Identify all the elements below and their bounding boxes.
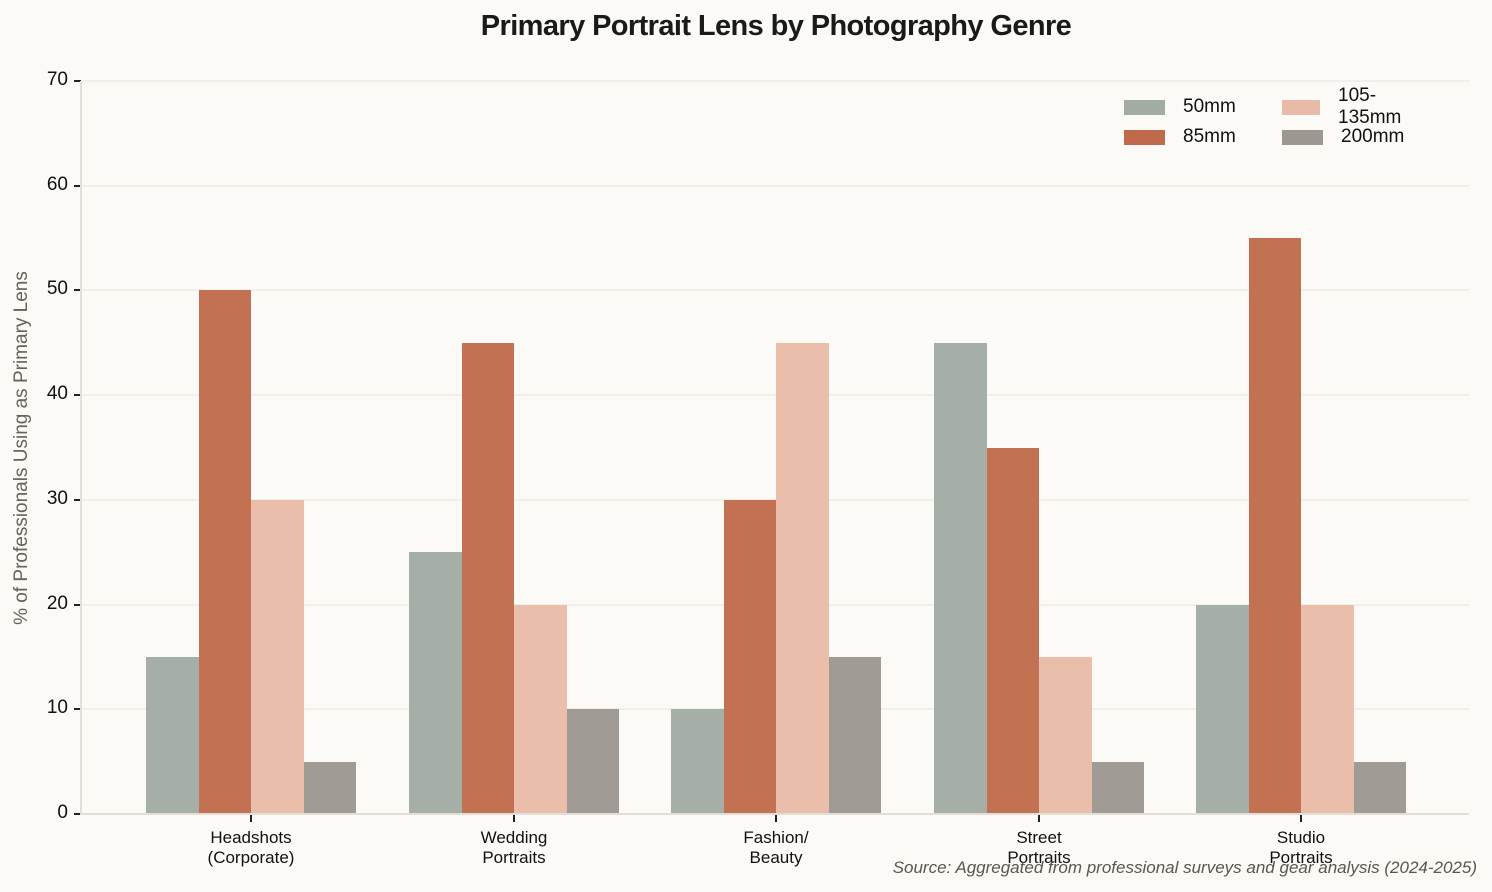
x-tick-label-line1: Headshots (210, 828, 292, 847)
bar-50mm-3 (934, 342, 987, 814)
bar-200mm-2 (828, 656, 881, 814)
y-tick-mark (74, 289, 81, 292)
y-axis-title: % of Professionals Using as Primary Lens (11, 271, 32, 625)
gridline (82, 80, 1469, 82)
y-tick-label: 40 (46, 383, 68, 405)
source-note: Source: Aggregated from professional sur… (892, 858, 1477, 877)
legend-item-50mm: 50mm (1124, 96, 1282, 118)
y-axis-line (80, 81, 82, 815)
legend-label: 85mm (1183, 126, 1236, 147)
bar-105-135mm-3 (1039, 656, 1092, 814)
legend-item-200mm: 200mm (1282, 126, 1432, 148)
y-tick-label: 30 (46, 487, 68, 509)
x-tick-label-line2: Portraits (1269, 848, 1333, 867)
y-tick-mark (74, 813, 81, 815)
plot-area (82, 80, 1469, 814)
y-tick-label: 20 (46, 592, 68, 614)
bar-50mm-2 (671, 709, 724, 814)
legend-label: 105-135mm (1338, 85, 1402, 128)
y-tick-label: 0 (57, 802, 68, 823)
x-tick-label-line2: Beauty (749, 848, 803, 867)
x-tick-label: Fashion/Beauty (676, 828, 876, 868)
legend-label: 200mm (1341, 126, 1405, 147)
bar-105-135mm-4 (1301, 604, 1354, 814)
gridline (82, 184, 1469, 187)
x-tick-label-line2: Portraits (482, 848, 546, 867)
x-axis-line (80, 813, 1469, 815)
y-tick-mark (74, 394, 81, 397)
x-tick-label-line1: Fashion/ (743, 828, 809, 847)
gridline (82, 394, 1469, 397)
legend-item-85mm: 85mm (1124, 126, 1282, 148)
gridline (82, 498, 1469, 501)
x-tick-mark (775, 815, 777, 822)
bar-85mm-3 (986, 447, 1039, 814)
gridline (82, 289, 1469, 292)
legend-label: 50mm (1183, 96, 1236, 117)
bar-200mm-0 (303, 761, 356, 814)
y-tick-label: 10 (46, 697, 68, 719)
legend-swatch (1124, 99, 1165, 115)
y-tick-mark (74, 184, 81, 187)
bar-50mm-1 (409, 552, 462, 814)
y-tick-label: 70 (46, 69, 68, 90)
bar-105-135mm-1 (514, 604, 567, 814)
legend-swatch (1124, 129, 1165, 145)
bar-85mm-1 (461, 342, 514, 814)
x-tick-mark (250, 815, 252, 822)
x-tick-label: Headshots (Corporate) (151, 828, 351, 868)
bar-200mm-4 (1353, 761, 1406, 814)
x-tick-label-line1: Wedding (480, 828, 548, 847)
x-tick-label: Wedding Portraits (414, 828, 614, 868)
y-tick-mark (74, 708, 81, 711)
bar-50mm-4 (1196, 604, 1249, 814)
bar-50mm-0 (146, 656, 199, 814)
legend-swatch (1282, 99, 1321, 115)
y-tick-mark (74, 80, 81, 82)
y-tick-mark (74, 498, 81, 501)
x-tick-label: Studio Portraits (1201, 828, 1401, 868)
x-tick-label-line2: Portraits (1007, 848, 1071, 867)
x-tick-label-line1: Street (1016, 828, 1062, 847)
x-tick-label: Street Portraits (939, 828, 1139, 868)
bar-85mm-4 (1248, 238, 1301, 814)
y-tick-mark (74, 603, 81, 606)
legend-swatch (1282, 129, 1323, 145)
x-tick-label-line1: Studio (1276, 828, 1326, 847)
x-tick-mark (513, 815, 515, 822)
y-tick-label: 50 (46, 278, 68, 300)
x-tick-mark (1038, 815, 1040, 822)
x-tick-label-line2: (Corporate) (207, 848, 295, 867)
y-tick-label: 60 (46, 173, 68, 195)
bar-200mm-3 (1091, 761, 1144, 814)
legend: 50mm 105-135mm 85mm 200mm (1124, 85, 1432, 148)
bar-85mm-0 (198, 290, 251, 814)
bar-200mm-1 (566, 709, 619, 814)
bar-105-135mm-2 (776, 342, 829, 814)
bar-105-135mm-0 (251, 499, 304, 814)
legend-item-105-135mm: 105-135mm (1282, 85, 1432, 128)
chart-title: Primary Portrait Lens by Photography Gen… (480, 10, 1072, 42)
x-tick-mark (1300, 815, 1302, 822)
bar-85mm-2 (723, 499, 776, 814)
